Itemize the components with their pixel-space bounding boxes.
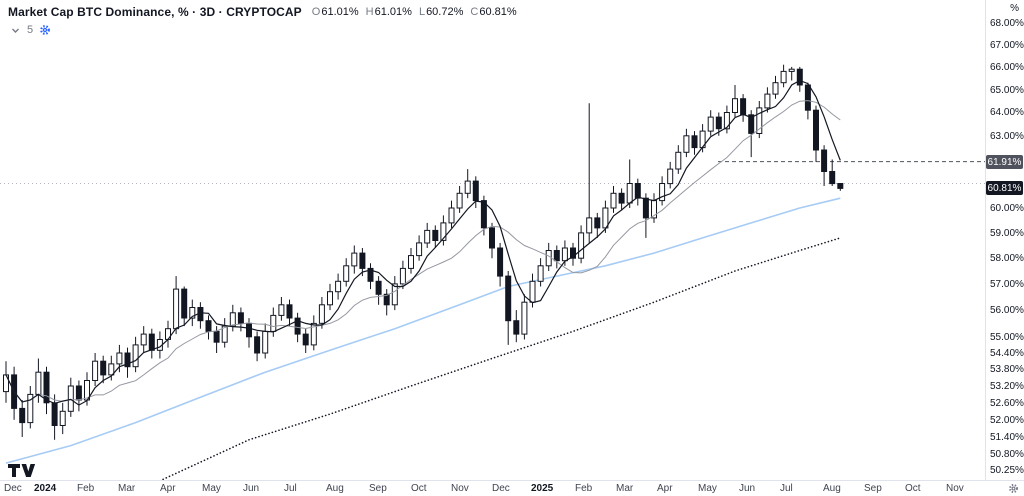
high-value: 61.01% bbox=[374, 6, 412, 18]
open-label: O bbox=[311, 6, 321, 18]
gear-icon[interactable] bbox=[38, 23, 52, 37]
y-axis-tick: 52.60% bbox=[990, 398, 1024, 409]
y-axis-tick: 66.00% bbox=[990, 62, 1024, 73]
candlestick-chart[interactable] bbox=[0, 0, 985, 480]
y-axis-tick: 53.20% bbox=[990, 381, 1024, 392]
x-axis-month-tick: Aug bbox=[823, 483, 841, 494]
x-axis-month-tick: Sep bbox=[369, 483, 387, 494]
ohlc-values: O 61.01% H 61.01% L 60.72% C 60.81% bbox=[312, 6, 517, 18]
last-price-label: 60.81% bbox=[986, 181, 1023, 195]
y-axis-tick: 68.00% bbox=[990, 18, 1024, 29]
x-axis-month-tick: Jun bbox=[243, 483, 260, 494]
close-value: 60.81% bbox=[479, 6, 517, 18]
indicator-count: 5 bbox=[27, 24, 34, 36]
time-axis[interactable]: Dec 2024 Feb Mar Apr May Jun Jul Aug Sep Oct Nov Dec… bbox=[0, 480, 1024, 496]
x-axis-month-tick: Mar bbox=[616, 483, 634, 494]
x-axis-month-tick: Feb bbox=[575, 483, 593, 494]
y-axis-tick: 53.80% bbox=[990, 364, 1024, 375]
y-axis-tick: 54.40% bbox=[990, 348, 1024, 359]
y-axis-tick: 59.00% bbox=[990, 228, 1024, 239]
x-axis-month-tick: Dec bbox=[4, 483, 22, 494]
x-axis-month-tick: Nov bbox=[946, 483, 964, 494]
high-label: H bbox=[365, 6, 374, 18]
x-axis-month-tick: Apr bbox=[160, 483, 176, 494]
x-axis-month-tick: Dec bbox=[492, 483, 510, 494]
candles-series[interactable] bbox=[3, 64, 844, 440]
ma-dotted-line[interactable] bbox=[159, 237, 842, 480]
y-axis-tick: 52.00% bbox=[990, 415, 1024, 426]
y-axis-tick: 50.25% bbox=[990, 465, 1024, 476]
y-axis-tick: 67.00% bbox=[990, 40, 1024, 51]
settings-gear-icon[interactable] bbox=[1008, 483, 1019, 496]
low-value: 60.72% bbox=[426, 6, 464, 18]
y-axis-tick: 55.00% bbox=[990, 332, 1024, 343]
close-label: C bbox=[470, 6, 479, 18]
price-line-label: 61.91% bbox=[986, 155, 1023, 169]
y-axis-tick: 64.00% bbox=[990, 107, 1024, 118]
low-label: L bbox=[418, 6, 426, 18]
tradingview-logo[interactable] bbox=[8, 464, 37, 482]
open-value: 61.01% bbox=[321, 6, 359, 18]
x-axis-month-tick: Jul bbox=[284, 483, 297, 494]
x-axis-month-tick: Jul bbox=[780, 483, 793, 494]
x-axis-month-tick: May bbox=[202, 483, 221, 494]
chart-pane[interactable] bbox=[0, 0, 985, 480]
chevron-down-icon[interactable] bbox=[8, 23, 22, 37]
y-axis-tick: 65.00% bbox=[990, 85, 1024, 96]
x-axis-month-tick: Nov bbox=[451, 483, 469, 494]
x-axis-month-tick: Aug bbox=[326, 483, 344, 494]
x-axis-month-tick: Oct bbox=[411, 483, 427, 494]
ma-slow-line[interactable] bbox=[5, 197, 841, 464]
symbol-legend[interactable]: Market Cap BTC Dominance, % · 3D · CRYPT… bbox=[8, 5, 517, 19]
y-axis-tick: 63.00% bbox=[990, 131, 1024, 142]
x-axis-month-tick: Oct bbox=[905, 483, 921, 494]
x-axis-month-tick: Mar bbox=[118, 483, 136, 494]
y-axis-tick: 51.40% bbox=[990, 432, 1024, 443]
x-axis-month-tick: Jun bbox=[739, 483, 756, 494]
x-axis-year-tick: 2024 bbox=[34, 483, 57, 494]
x-axis-month-tick: May bbox=[698, 483, 717, 494]
symbol-title[interactable]: Market Cap BTC Dominance, % · 3D · CRYPT… bbox=[8, 5, 302, 19]
ma-mid-line[interactable] bbox=[5, 100, 841, 403]
y-axis-tick: 50.80% bbox=[990, 449, 1024, 460]
y-axis-tick: 58.00% bbox=[990, 253, 1024, 264]
x-axis-month-tick: Apr bbox=[657, 483, 673, 494]
y-axis-tick: 57.00% bbox=[990, 279, 1024, 290]
y-axis-tick: 56.00% bbox=[990, 305, 1024, 316]
y-axis-tick: 60.00% bbox=[990, 203, 1024, 214]
x-axis-month-tick: Feb bbox=[77, 483, 95, 494]
indicators-row: 5 bbox=[8, 23, 52, 37]
ma-fast-line[interactable] bbox=[5, 79, 841, 406]
x-axis-year-tick: 2025 bbox=[531, 483, 554, 494]
price-axis-unit: % bbox=[1010, 3, 1019, 14]
price-axis[interactable]: % 68.00% 67.00% 66.00% 65.00% 64.00% 63.00% 60… bbox=[985, 0, 1024, 480]
x-axis-month-tick: Sep bbox=[864, 483, 882, 494]
